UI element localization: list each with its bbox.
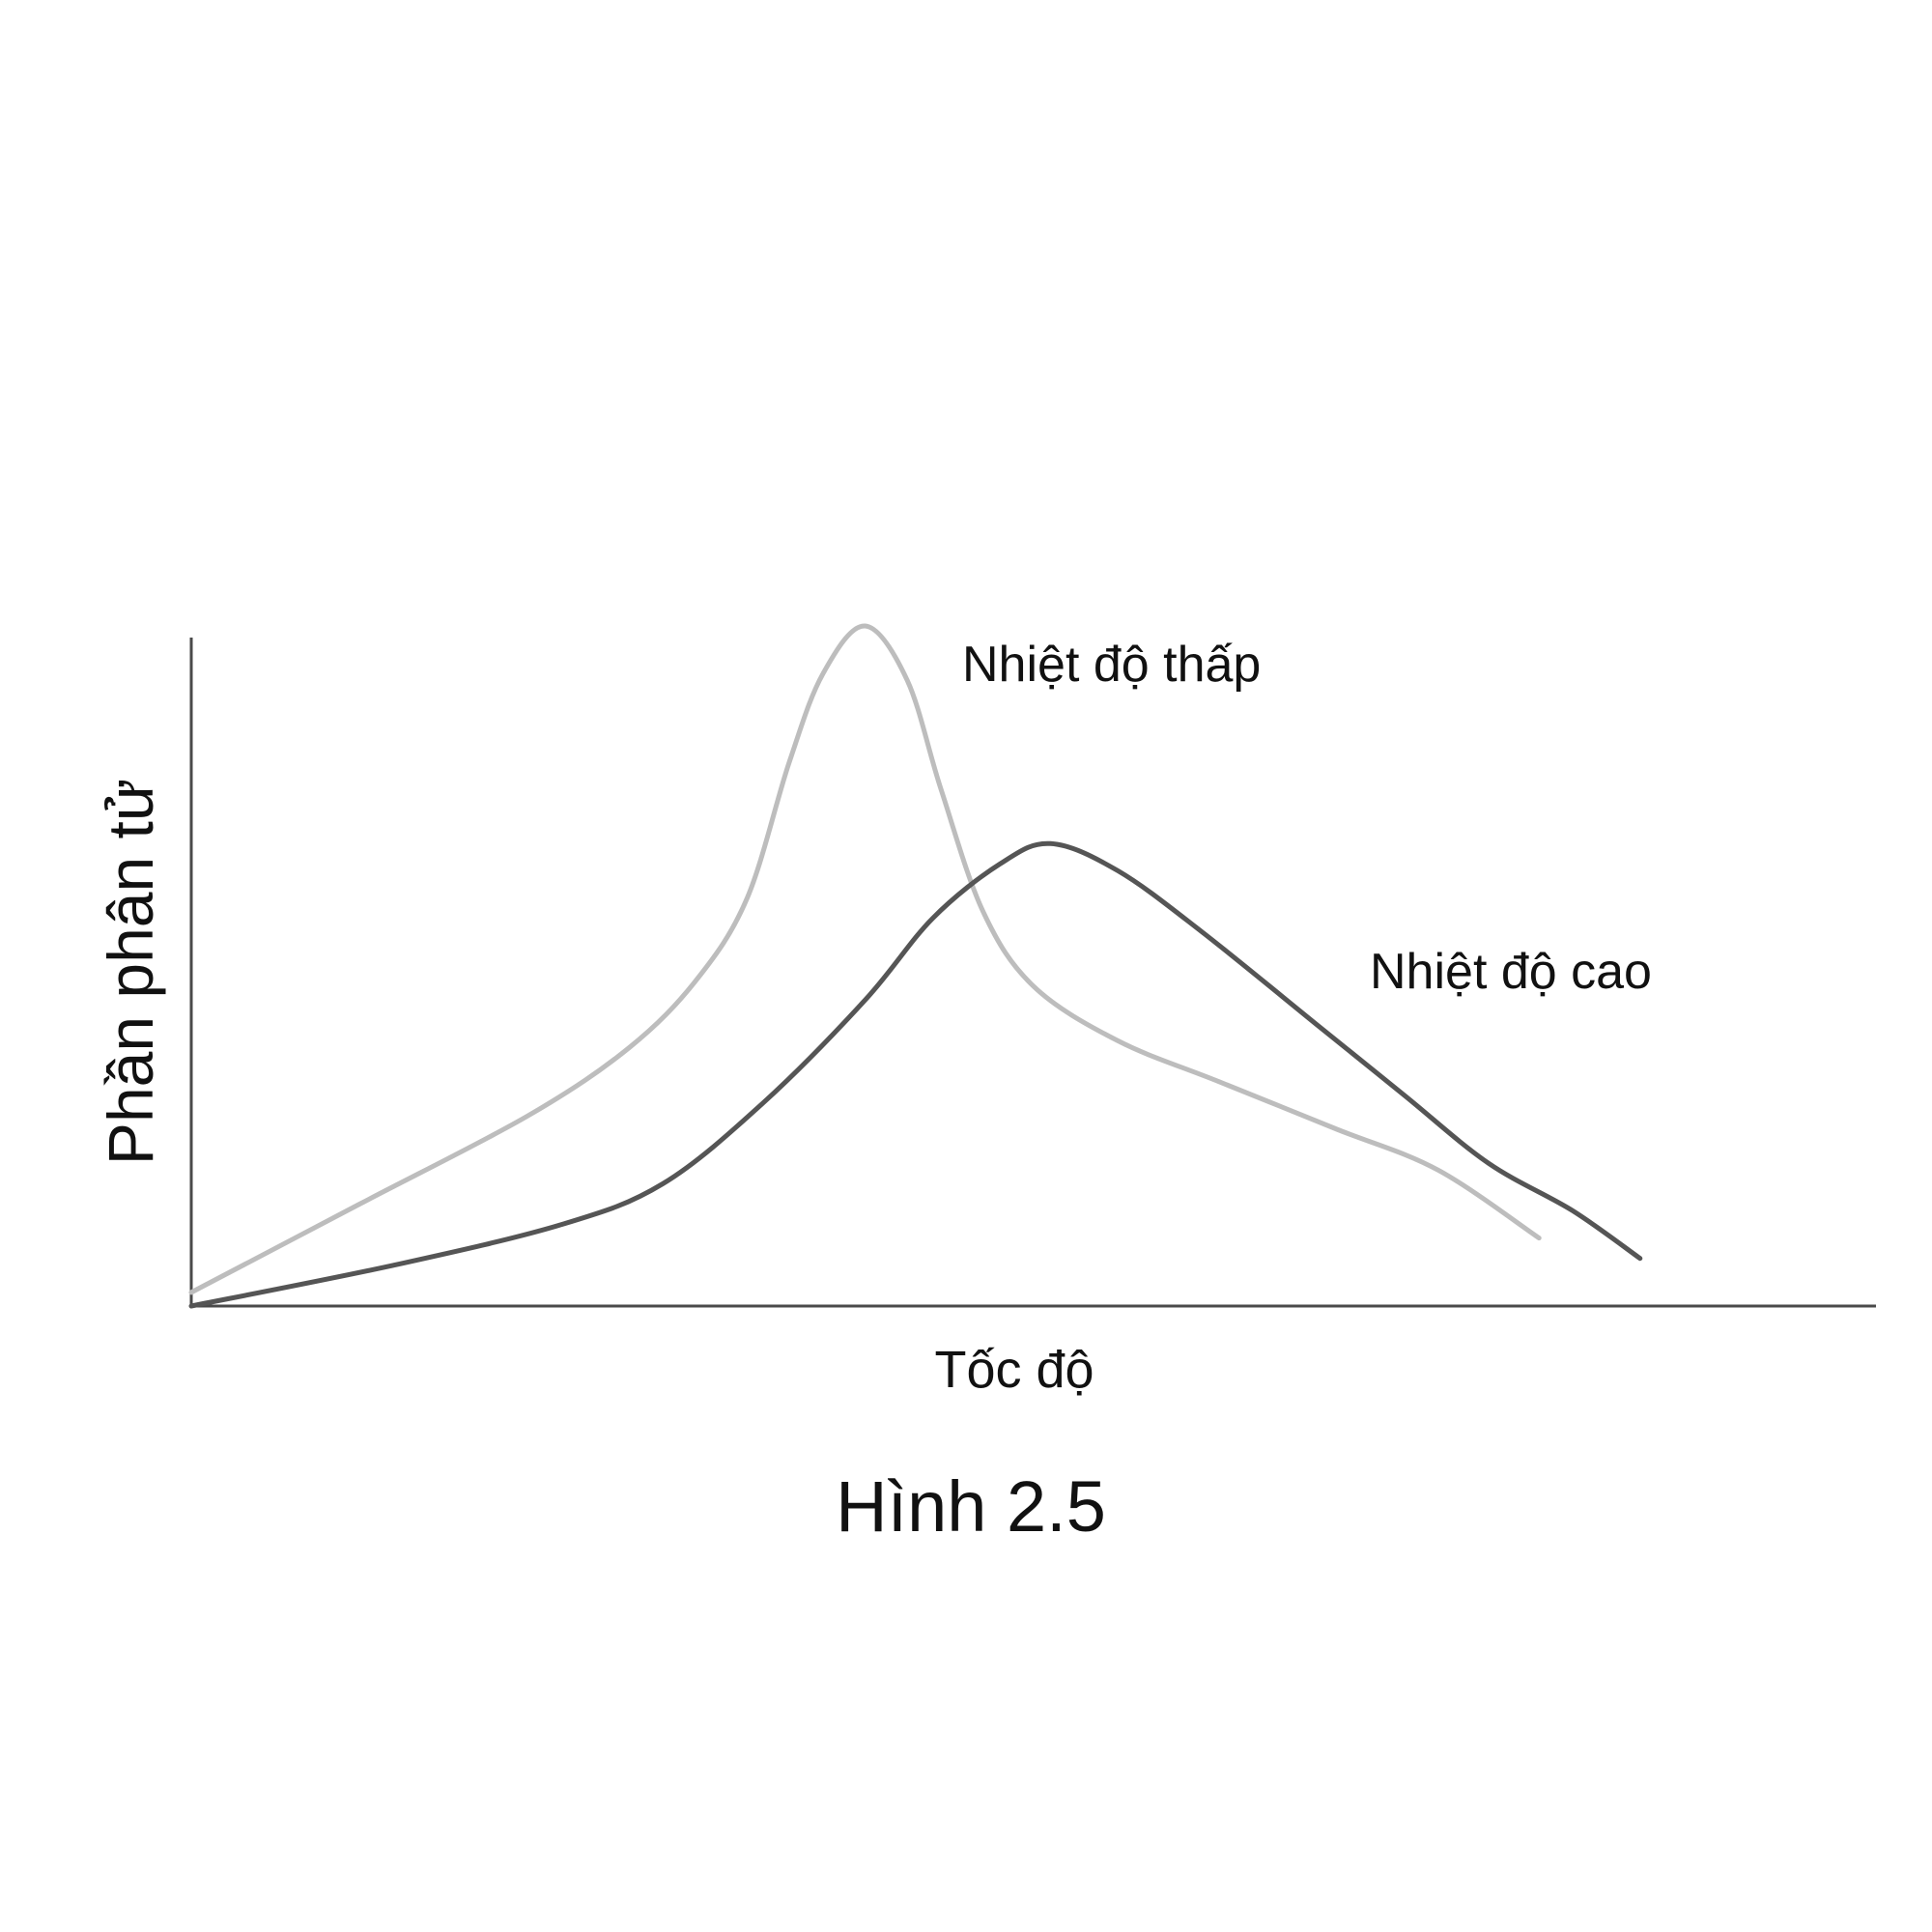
annotation-high-temp: Nhiệt độ cao bbox=[1370, 944, 1652, 1000]
y-axis-label: Phần phân tử bbox=[95, 779, 166, 1165]
series-layer bbox=[188, 623, 1643, 1309]
annotation-low-temp: Nhiệt độ thấp bbox=[962, 637, 1261, 693]
x-axis-label: Tốc độ bbox=[934, 1341, 1094, 1399]
series-line-low-temp bbox=[188, 623, 1542, 1295]
series-line-high-temp bbox=[188, 840, 1643, 1309]
figure-caption: Hình 2.5 bbox=[836, 1466, 1106, 1547]
